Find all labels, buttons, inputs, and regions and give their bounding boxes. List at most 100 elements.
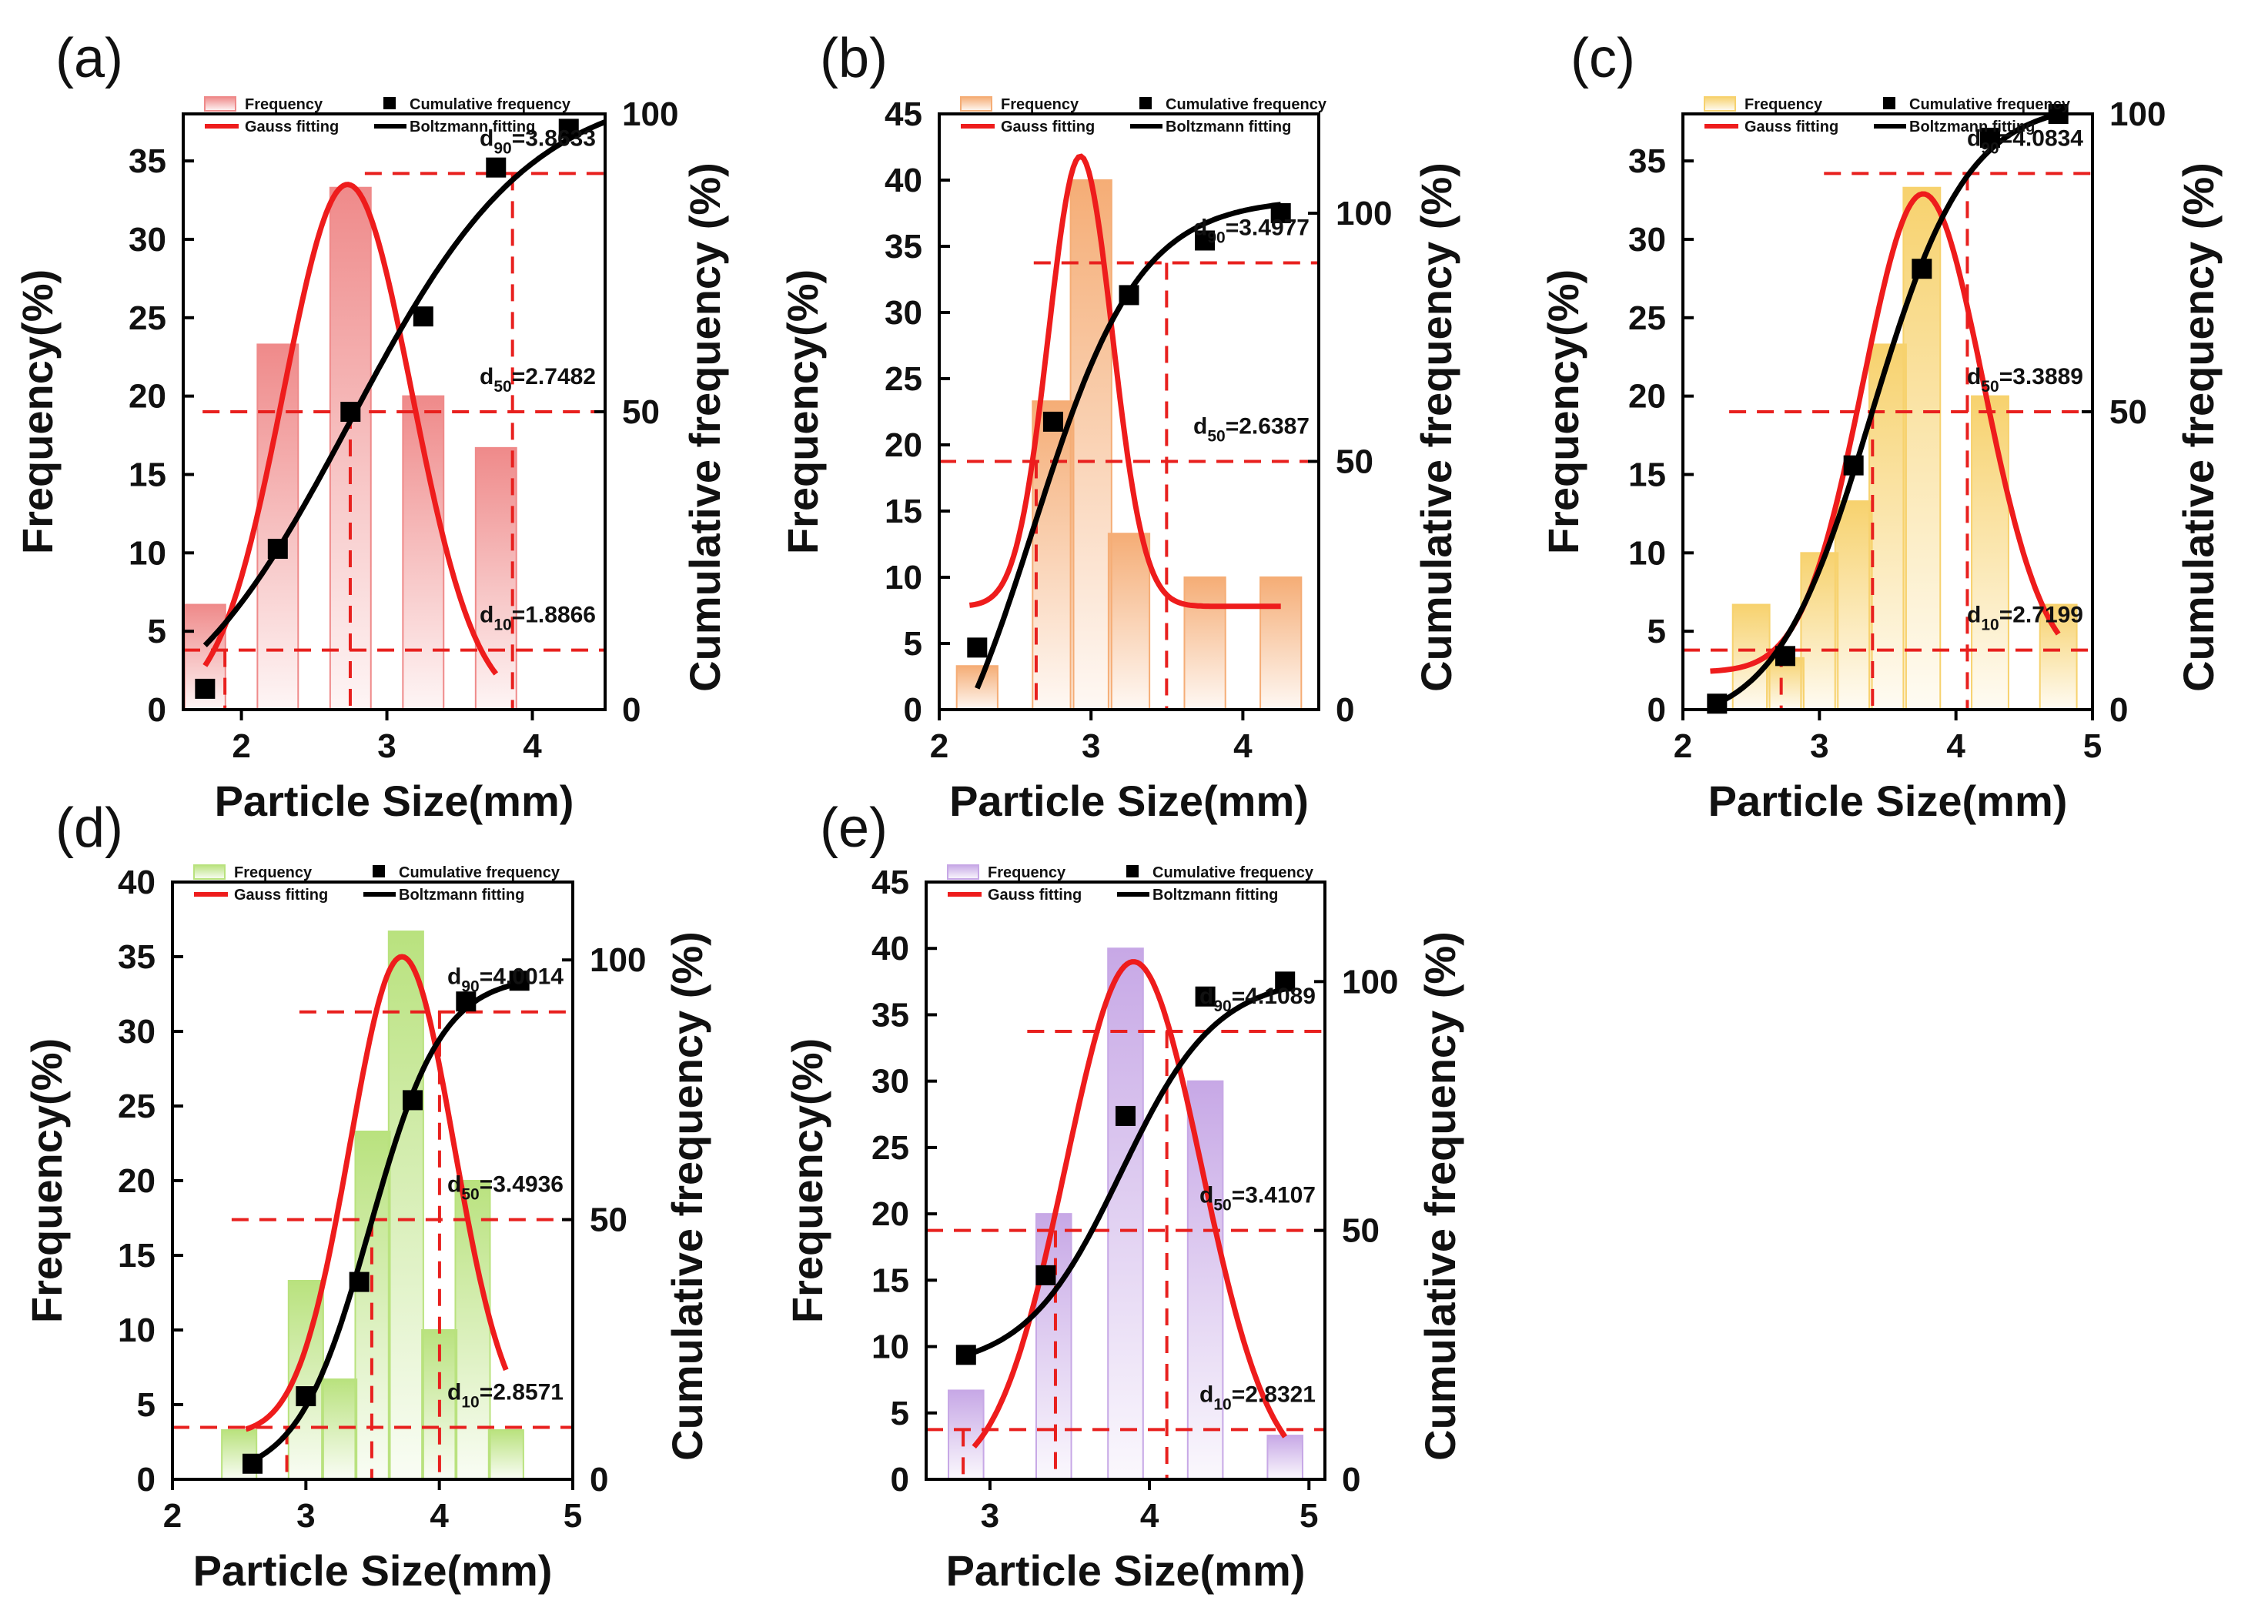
annotation-d90: d90=3.4977 [1193,216,1310,247]
legend-frequency-label: Frequency [1744,96,1823,113]
frequency-bar [454,1180,491,1480]
legend-gauss-label: Gauss fitting [1744,119,1838,135]
legend-frequency-swatch [947,864,979,880]
y-tick-label: 30 [129,221,166,259]
y-axis-title: Frequency(%) [778,269,827,554]
cumulative-point [558,119,579,139]
y2-axis-title: Cumulative frequency (%) [663,931,711,1461]
legend: Frequency Cumulative frequency Gauss fitti… [204,96,571,135]
frequency-bar [948,1389,985,1481]
y-tick-label: 5 [904,625,922,663]
plot-frame [938,112,1320,711]
cumulative-point [1195,986,1216,1007]
legend-boltzmann-label: Boltzmann fitting [1909,119,2035,135]
y-tick-label: 30 [871,1063,909,1101]
panel-label: (a) [55,28,123,89]
annotation-d50: d50=3.4936 [447,1172,564,1204]
y-tick-label: 30 [885,294,922,332]
y-tick-label: 35 [871,996,909,1034]
legend-gauss-label: Gauss fitting [988,887,1082,904]
y-tick-label: 35 [129,142,166,180]
y-tick-label: 5 [148,613,166,650]
y-tick-label: 15 [118,1237,156,1275]
frequency-bar [387,931,424,1480]
frequency-bar [1107,533,1151,710]
x-tick-label: 4 [1233,727,1253,765]
legend-frequency-label: Frequency [234,864,313,881]
x-axis-title: Particle Size(mm) [949,777,1309,825]
y-axis-title: Frequency(%) [13,269,62,554]
y-tick-label: 40 [871,930,909,967]
cumulative-point [195,678,216,699]
frequency-bar [487,1429,524,1480]
legend-boltzmann-label: Boltzmann fitting [1152,887,1278,904]
panel-d: (d)d90=4.0014d50=3.4936d10=2.85710510152… [22,797,711,1595]
y2-tick-label: 0 [590,1461,608,1499]
annotation-d50: d50=3.3889 [1967,364,2083,396]
annotation-d90: d90=4.1089 [1199,984,1316,1015]
frequency-bar [1035,1213,1072,1480]
y2-tick-label: 50 [1342,1212,1380,1250]
x-tick-label: 5 [2083,727,2102,765]
cumulative-point [349,1271,370,1292]
cumulative-point [1116,1105,1136,1126]
frequency-bar [1266,1435,1303,1481]
legend-boltzmann-label: Boltzmann fitting [1166,119,1291,135]
cumulative-point [1843,455,1864,476]
plot-frame [925,881,1326,1481]
gauss-fit-curve [245,954,509,1432]
y-tick-label: 35 [885,228,922,266]
cumulative-point [296,1386,316,1407]
y-tick-label: 0 [904,691,922,729]
annotation-d10: d10=2.8321 [1199,1382,1316,1413]
cumulative-point [486,157,507,178]
panel-label: (b) [820,28,888,89]
frequency-bar [402,395,445,710]
cumulative-point [1195,230,1216,251]
x-tick-label: 4 [430,1497,449,1535]
frequency-bar [2039,603,2078,710]
y2-axis-title: Cumulative frequency (%) [2174,162,2223,692]
y2-tick-label: 50 [622,393,660,431]
legend-boltzmann-label: Boltzmann fitting [399,887,524,904]
gauss-fit-curve [972,959,1288,1449]
y-tick-label: 15 [1628,456,1666,493]
annotation-d50: d50=2.6387 [1193,414,1310,446]
y-tick-label: 30 [1628,221,1666,259]
legend-gauss-label: Gauss fitting [245,119,339,135]
frequency-bar [1834,500,1873,710]
legend-boltzmann-label: Boltzmann fitting [410,119,535,135]
gauss-fit-curve [968,153,1281,610]
cumulative-point [243,1453,263,1474]
legend-frequency-label: Frequency [245,96,323,113]
annotation-d90: d90=3.8633 [480,125,596,157]
annotation-d50: d50=3.4107 [1199,1183,1316,1215]
legend-frequency-label: Frequency [1001,96,1079,113]
x-tick-label: 4 [1946,727,1965,765]
y2-tick-label: 50 [590,1201,627,1239]
y-tick-label: 20 [885,426,922,464]
y2-axis-title: Cumulative frequency (%) [1416,931,1464,1461]
y-tick-label: 15 [129,456,166,493]
y2-tick-label: 0 [622,691,641,729]
y-tick-label: 10 [129,534,166,572]
y2-axis-title: Cumulative frequency (%) [1412,162,1460,692]
y-tick-label: 40 [885,162,922,199]
legend-gauss-label: Gauss fitting [1001,119,1095,135]
x-tick-label: 3 [1082,727,1100,765]
x-tick-label: 3 [296,1497,315,1535]
cumulative-point [456,991,477,1012]
legend-frequency-swatch [1704,96,1736,112]
y-tick-label: 25 [1628,299,1666,337]
y-tick-label: 0 [148,691,166,729]
y-tick-label: 20 [1628,378,1666,416]
cumulative-point [967,637,988,658]
y-axis-title: Frequency(%) [1539,269,1587,554]
annotation-d10: d10=2.8571 [447,1380,564,1412]
y2-tick-label: 50 [2109,393,2147,431]
boltzmann-fit-curve [202,119,607,648]
cumulative-point [1119,285,1139,306]
y-axis-title: Frequency(%) [783,1038,831,1323]
annotation-d90: d90=4.0834 [1967,125,2083,157]
y-tick-label: 15 [871,1261,909,1299]
